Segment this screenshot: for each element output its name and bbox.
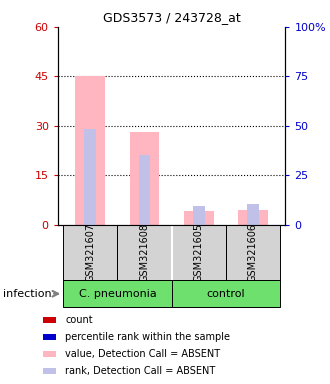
- Bar: [247, 204, 259, 225]
- Bar: [43, 334, 55, 340]
- Text: rank, Detection Call = ABSENT: rank, Detection Call = ABSENT: [65, 366, 215, 376]
- Bar: [63, 280, 172, 307]
- Bar: [193, 206, 205, 225]
- Text: control: control: [207, 289, 245, 299]
- Bar: [43, 317, 55, 323]
- Bar: [130, 132, 159, 225]
- Bar: [172, 225, 226, 280]
- Text: percentile rank within the sample: percentile rank within the sample: [65, 332, 230, 342]
- Bar: [63, 225, 117, 280]
- Text: C. pneumonia: C. pneumonia: [79, 289, 156, 299]
- Text: value, Detection Call = ABSENT: value, Detection Call = ABSENT: [65, 349, 220, 359]
- Bar: [172, 280, 280, 307]
- Text: GSM321607: GSM321607: [85, 223, 95, 282]
- Bar: [117, 225, 172, 280]
- Bar: [43, 351, 55, 357]
- Bar: [43, 368, 55, 374]
- Text: GSM321606: GSM321606: [248, 223, 258, 282]
- Bar: [226, 225, 280, 280]
- Bar: [139, 156, 150, 225]
- Text: count: count: [65, 315, 93, 325]
- Bar: [238, 210, 268, 225]
- Title: GDS3573 / 243728_at: GDS3573 / 243728_at: [103, 11, 241, 24]
- Bar: [75, 76, 105, 225]
- Text: GSM321608: GSM321608: [140, 223, 149, 282]
- Bar: [184, 212, 214, 225]
- Bar: [84, 129, 96, 225]
- Text: GSM321605: GSM321605: [194, 223, 204, 282]
- Text: infection: infection: [3, 289, 52, 299]
